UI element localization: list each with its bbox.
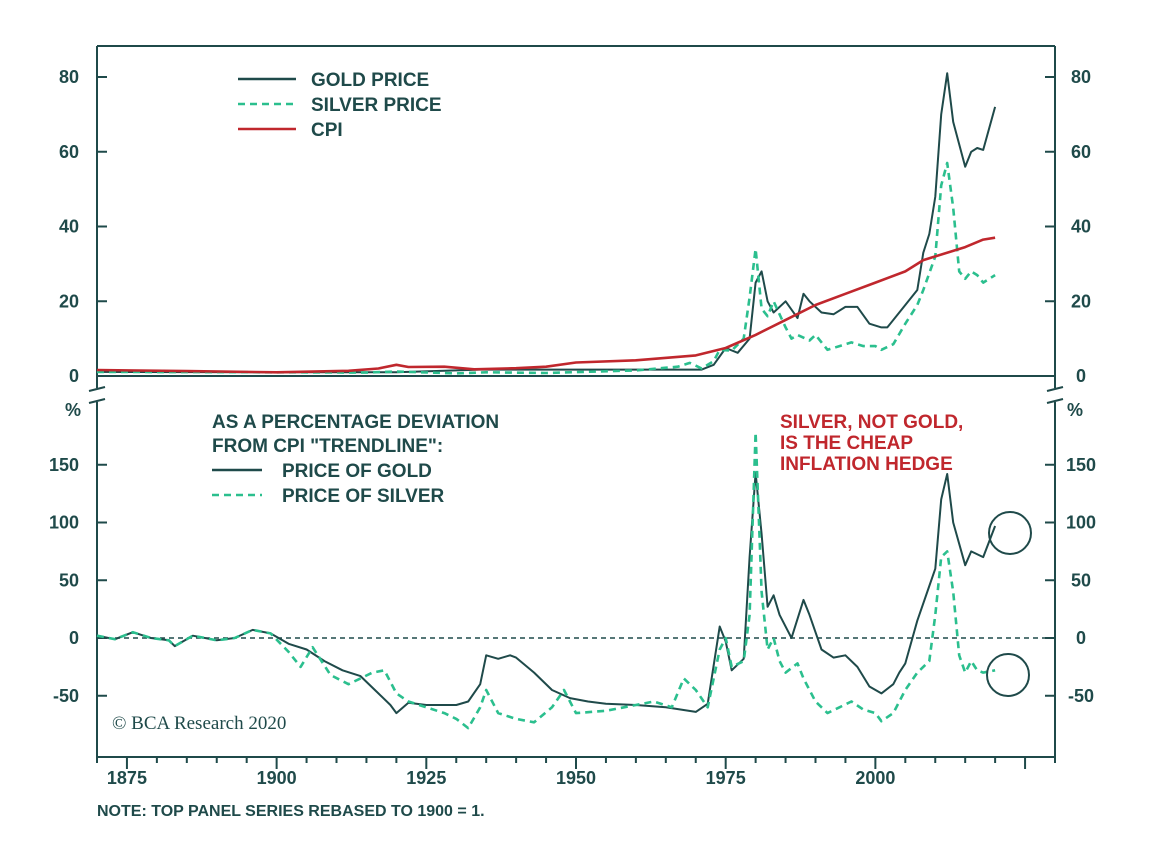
axis-break-mark xyxy=(88,386,106,392)
bottom-series-price-of-gold xyxy=(96,471,997,715)
y-tick-label-left: 80 xyxy=(59,67,79,87)
y-tick-label-left: 40 xyxy=(59,217,79,237)
y-tick-label-right: 0 xyxy=(1076,366,1086,386)
note-text: NOTE: TOP PANEL SERIES REBASED TO 1900 =… xyxy=(97,803,485,820)
x-tick-label: 2000 xyxy=(855,768,895,788)
legend-label: SILVER PRICE xyxy=(311,95,442,116)
legend-label: PRICE OF SILVER xyxy=(282,486,445,507)
y-tick-label-left: 0 xyxy=(69,628,79,648)
chart-decor xyxy=(986,511,1032,697)
x-tick-label: 1975 xyxy=(706,768,746,788)
chart-labels: 0 0 20 20 40 40 60 60 80 80 -50 -50 0 0 50 50 100 100 150 1… xyxy=(49,67,1096,820)
annotation-text: INFLATION HEDGE xyxy=(780,454,953,475)
y-tick-label-left: -50 xyxy=(53,686,79,706)
legend-label: GOLD PRICE xyxy=(311,70,429,91)
axis-break-mark xyxy=(1046,386,1064,392)
legend-label: PRICE OF GOLD xyxy=(282,461,432,482)
y-tick-label-left: 20 xyxy=(59,291,79,311)
y-tick-label-right: 50 xyxy=(1071,570,1091,590)
y-tick-label-right: 20 xyxy=(1071,291,1091,311)
y-tick-label-right: 150 xyxy=(1066,455,1096,475)
top-series-cpi xyxy=(96,236,996,374)
y-tick-label-right: 0 xyxy=(1076,628,1086,648)
x-tick-label: 1950 xyxy=(556,768,596,788)
legend-title: FROM CPI "TRENDLINE": xyxy=(212,436,443,457)
x-tick-label: 1875 xyxy=(107,768,147,788)
annotation-text: IS THE CHEAP xyxy=(780,433,913,454)
axis-break-mark xyxy=(88,398,106,404)
top-series-silver-price xyxy=(96,161,996,375)
x-tick-label: 1900 xyxy=(257,768,297,788)
highlight-circle-gold xyxy=(988,511,1032,555)
y-tick-label-left: 150 xyxy=(49,455,79,475)
y-tick-label-right: 80 xyxy=(1071,67,1091,87)
y-tick-label-left: 50 xyxy=(59,570,79,590)
legend-label: CPI xyxy=(311,120,343,141)
y-tick-label-left: 0 xyxy=(69,366,79,386)
y-unit-label-right: % xyxy=(1067,400,1083,420)
y-tick-label-left: 100 xyxy=(49,513,79,533)
axis-break-mark xyxy=(1046,398,1064,404)
y-tick-label-right: -50 xyxy=(1068,686,1094,706)
chart-axes xyxy=(88,45,1064,769)
legend-title: AS A PERCENTAGE DEVIATION xyxy=(212,412,499,433)
credit-text: © BCA Research 2020 xyxy=(112,713,286,734)
bottom-panel-series xyxy=(96,431,997,730)
y-tick-label-left: 60 xyxy=(59,142,79,162)
y-unit-label-left: % xyxy=(65,400,81,420)
bottom-series-price-of-silver xyxy=(96,431,996,730)
annotation-text: SILVER, NOT GOLD, xyxy=(780,412,963,433)
x-tick-label: 1925 xyxy=(406,768,446,788)
y-tick-label-right: 40 xyxy=(1071,217,1091,237)
top-series-gold-price xyxy=(96,72,997,374)
highlight-circle-silver xyxy=(986,653,1030,697)
y-tick-label-right: 60 xyxy=(1071,142,1091,162)
y-tick-label-right: 100 xyxy=(1066,513,1096,533)
top-panel-series xyxy=(96,72,997,375)
